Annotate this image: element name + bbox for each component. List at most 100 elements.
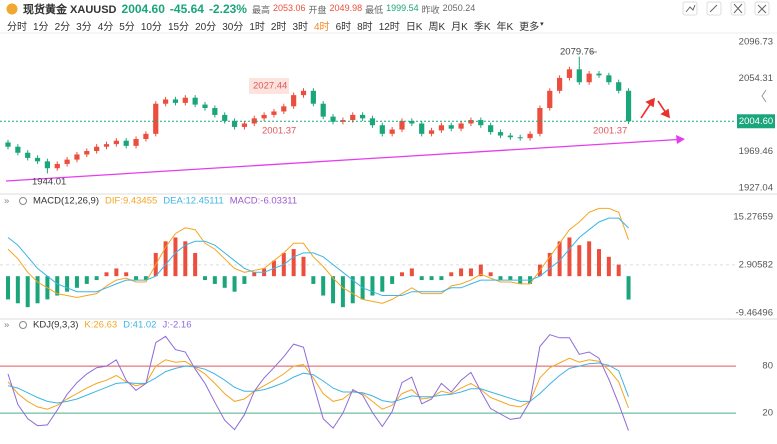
change: -45.64	[169, 2, 204, 16]
candle-body	[34, 157, 41, 162]
macd-bar	[488, 272, 493, 277]
candle-body	[251, 118, 257, 124]
macd-bar	[163, 241, 168, 277]
macd-bar	[203, 276, 207, 281]
macd-bar	[173, 237, 178, 277]
panel-icon: »	[4, 196, 9, 207]
macd-bar	[616, 264, 621, 277]
period-tab[interactable]: 日K	[405, 22, 423, 33]
period-tab[interactable]: 6时	[335, 22, 352, 33]
candle-body	[428, 130, 435, 134]
macd-bar	[124, 272, 129, 277]
legend-entry: K:26.63	[84, 320, 117, 331]
macd-bar	[222, 276, 227, 288]
macd-bar	[252, 272, 257, 277]
period-tab[interactable]: 月K	[451, 22, 468, 33]
candle-body	[300, 90, 307, 96]
candle-body	[606, 75, 612, 83]
panel-icon: »	[4, 320, 9, 331]
period-tab[interactable]: 季K	[473, 22, 491, 33]
period-tab[interactable]: 20分	[195, 22, 217, 33]
candle-body	[517, 137, 523, 139]
candle-body	[320, 103, 326, 117]
candle-body	[488, 125, 494, 133]
macd-bar	[301, 256, 306, 277]
macd-bar	[65, 276, 70, 292]
candle-body	[202, 104, 208, 109]
period-tab[interactable]: 15分	[167, 22, 190, 33]
period-tab[interactable]: 3分	[76, 22, 92, 33]
period-tab[interactable]: 10分	[140, 22, 162, 33]
candle-body	[419, 123, 425, 134]
candle-body	[182, 97, 188, 103]
period-tab[interactable]: 分时	[7, 22, 27, 33]
macd-bar	[498, 276, 503, 281]
y-tick-label: 80	[762, 361, 773, 372]
candle-body	[192, 97, 198, 105]
period-tab[interactable]: 12时	[378, 22, 400, 33]
y-tick-label: 2096.73	[739, 37, 773, 48]
period-tab[interactable]: 周K	[428, 22, 446, 33]
macd-bar	[84, 276, 89, 284]
period-tab[interactable]: 30分	[222, 22, 244, 33]
period-tab[interactable]: 更多	[519, 22, 540, 33]
stat-value: 2053.06	[272, 2, 306, 13]
period-tab[interactable]: 4分	[97, 22, 114, 33]
legend-entry: D:41.02	[123, 320, 156, 331]
red-arrows	[640, 97, 670, 119]
macd-bar	[557, 241, 562, 277]
candle-body	[458, 123, 464, 129]
macd-bar	[212, 276, 217, 284]
candle-body	[360, 114, 366, 119]
period-tab[interactable]: 1时	[249, 22, 265, 33]
candle-body	[113, 140, 119, 145]
period-tab[interactable]: 5分	[119, 22, 135, 33]
period-tab[interactable]: 2分	[54, 22, 71, 33]
macd-bar	[587, 241, 592, 277]
period-tab[interactable]: 3时	[292, 22, 308, 33]
macd-bar	[577, 245, 582, 277]
candle-body	[468, 120, 474, 124]
annotation: 2027.44	[253, 81, 287, 92]
macd-bar	[340, 276, 345, 308]
candle-body	[350, 114, 356, 121]
macd-bar	[94, 276, 99, 281]
macd-bar	[478, 264, 483, 277]
candle-body	[133, 138, 139, 146]
legend: » KDJ(9,3,3) K:26.63 D:41.02 J:-2.16	[4, 320, 191, 331]
macd-bar	[242, 276, 247, 284]
period-tab[interactable]: 2时	[270, 22, 287, 33]
macd-bar	[419, 276, 424, 281]
candle-body	[547, 90, 553, 109]
stats: 最高 2053.06 开盘 2049.98 最低 1999.54 昨收 2050.24	[252, 3, 475, 16]
candle-body	[231, 120, 238, 127]
period-tab[interactable]: 8时	[357, 22, 373, 33]
macd-bar	[449, 272, 454, 277]
period-tab[interactable]: 4时	[314, 22, 330, 33]
line	[7, 357, 629, 410]
macd-bar	[400, 272, 404, 277]
macd-bar	[35, 276, 40, 304]
y-tick-label: 15.27659	[733, 212, 773, 223]
period-tab[interactable]: 年K	[496, 22, 514, 33]
trend-line	[5, 135, 685, 182]
macd-bar	[193, 252, 198, 277]
candle-body	[212, 108, 218, 115]
candle-body	[15, 146, 21, 153]
y-tick-label: 1927.04	[739, 182, 773, 193]
period-tab[interactable]: 1分	[33, 22, 49, 33]
candle-body	[596, 73, 602, 76]
candle-body	[537, 108, 543, 134]
macd-bar	[626, 276, 631, 300]
stat-label: 昨收	[421, 4, 440, 15]
y-tick-label: 1969.46	[739, 146, 773, 157]
candle-body	[123, 140, 129, 146]
candle-body	[340, 120, 346, 122]
macd-bar	[508, 276, 513, 281]
candle-body	[379, 125, 385, 134]
scroll-button[interactable]	[761, 89, 767, 103]
annotation: 2001.37	[262, 126, 296, 137]
y-tick-label: 20	[762, 408, 773, 419]
macd-bar	[291, 249, 296, 277]
